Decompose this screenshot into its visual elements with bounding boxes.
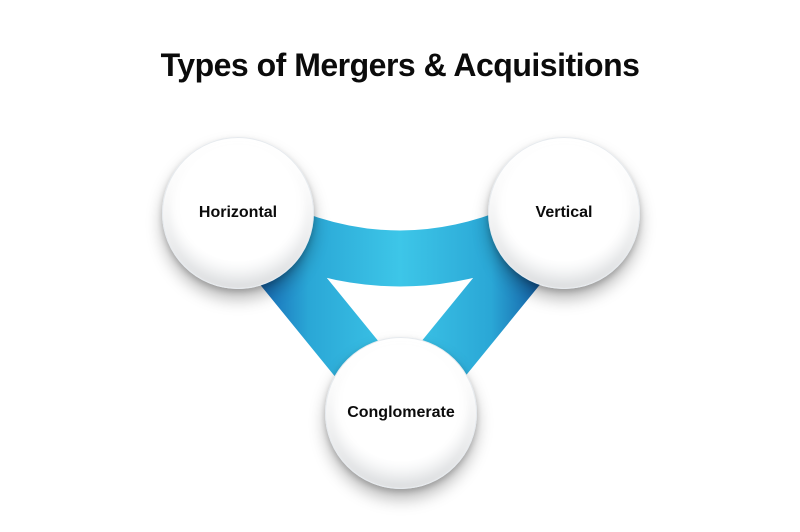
node-label-conglomerate: Conglomerate [347,404,455,422]
node-conglomerate: Conglomerate [325,337,477,489]
node-label-horizontal: Horizontal [199,204,277,222]
node-horizontal: Horizontal [162,137,314,289]
diagram-canvas: Types of Mergers & Acquisitions Horizont… [0,0,800,532]
node-label-vertical: Vertical [536,204,593,222]
node-vertical: Vertical [488,137,640,289]
